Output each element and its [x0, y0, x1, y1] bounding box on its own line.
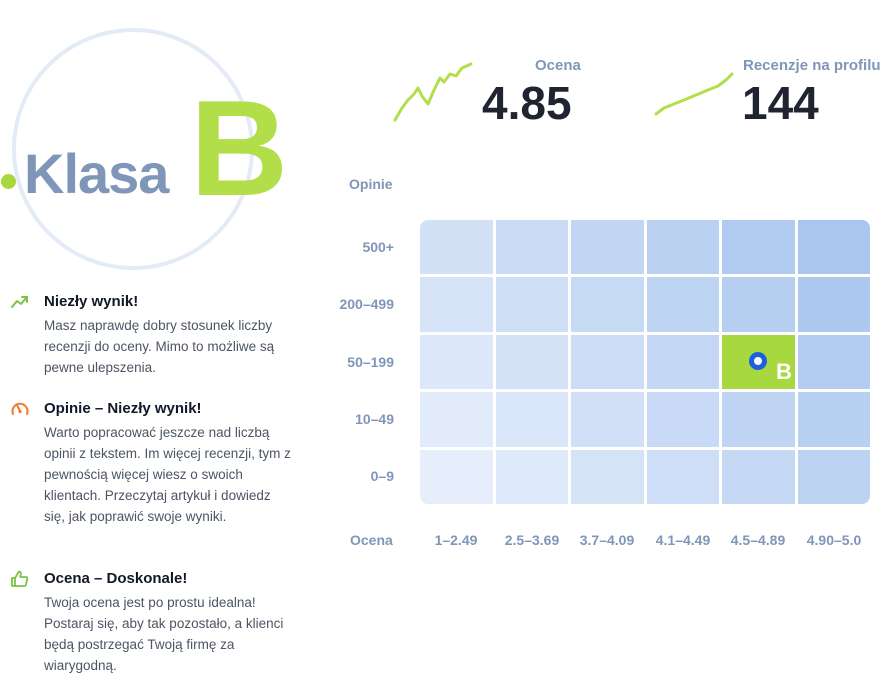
matrix-cell — [495, 392, 568, 447]
feedback-item-rating: Ocena – Doskonale! Twoja ocena jest po p… — [10, 569, 300, 679]
column-label: 4.5–4.89 — [730, 532, 786, 548]
matrix-cell-active: B — [722, 334, 795, 390]
column-label: 4.1–4.49 — [655, 532, 711, 548]
matrix-cell — [646, 392, 719, 447]
row-label: 500+ — [362, 239, 394, 255]
matrix-cell — [797, 220, 870, 275]
matrix-cell — [495, 220, 568, 275]
x-axis-label: Ocena — [350, 532, 393, 548]
matrix-cell — [722, 449, 795, 504]
gauge-icon — [10, 399, 30, 419]
matrix-cell — [420, 449, 493, 504]
cell-grade-label: B — [776, 358, 792, 384]
matrix-cell — [722, 220, 795, 275]
grade-circle — [12, 28, 254, 270]
matrix-cell — [797, 392, 870, 447]
matrix-cell — [495, 449, 568, 504]
matrix-cell — [571, 392, 644, 447]
feedback-text: Warto popracować jeszcze nad liczbą opin… — [44, 425, 291, 524]
matrix-cell — [797, 334, 870, 390]
matrix-cell — [420, 392, 493, 447]
reviews-label: Recenzje na profilu — [743, 57, 881, 74]
matrix-cell — [797, 277, 870, 332]
feedback-title: Niezły wynik! — [44, 293, 139, 310]
feedback-title: Ocena – Doskonale! — [44, 570, 188, 587]
thumbs-up-icon — [10, 569, 30, 589]
grade-label: Klasa — [24, 142, 169, 205]
trending-up-icon — [10, 292, 30, 312]
y-axis-label: Opinie — [349, 176, 393, 192]
row-label: 50–199 — [347, 354, 394, 370]
feedback-item-reviews: Opinie – Niezły wynik! Warto popracować … — [10, 399, 300, 549]
position-marker — [749, 351, 767, 370]
feedback-item-overall: Niezły wynik! Masz naprawdę dobry stosun… — [10, 292, 300, 382]
rating-value: 4.85 — [482, 77, 572, 129]
reviews-value: 144 — [742, 77, 819, 129]
column-label: 1–2.49 — [434, 532, 478, 548]
matrix-cell — [797, 449, 870, 504]
rating-label: Ocena — [535, 57, 581, 74]
matrix-cell — [646, 449, 719, 504]
rating-sparkline — [393, 62, 473, 122]
feedback-title: Opinie – Niezły wynik! — [44, 400, 202, 417]
matrix-cell — [722, 392, 795, 447]
matrix-cell — [646, 220, 719, 275]
matrix-cell — [646, 334, 719, 390]
column-label: 2.5–3.69 — [504, 532, 560, 548]
feedback-text: Masz naprawdę dobry stosunek liczby rece… — [44, 318, 275, 375]
matrix-cell — [495, 334, 568, 390]
matrix-cell — [646, 277, 719, 332]
matrix-cell — [420, 277, 493, 332]
grade-letter: B — [190, 72, 289, 224]
feedback-text: Twoja ocena jest po prostu idealna! Post… — [44, 595, 284, 673]
column-label: 3.7–4.09 — [579, 532, 635, 548]
matrix-cell — [495, 277, 568, 332]
grade-dot — [1, 174, 16, 189]
matrix-cell — [571, 334, 644, 390]
row-label: 0–9 — [370, 468, 394, 484]
column-label: 4.90–5.0 — [806, 532, 862, 548]
reviews-sparkline — [654, 72, 734, 116]
matrix-cell — [722, 277, 795, 332]
row-label: 200–499 — [339, 296, 394, 312]
grade-matrix: B — [420, 220, 870, 504]
matrix-cell — [420, 220, 493, 275]
matrix-cell — [571, 449, 644, 504]
matrix-cell — [571, 220, 644, 275]
matrix-cell — [420, 334, 493, 390]
matrix-cell — [571, 277, 644, 332]
row-label: 10–49 — [355, 411, 394, 427]
